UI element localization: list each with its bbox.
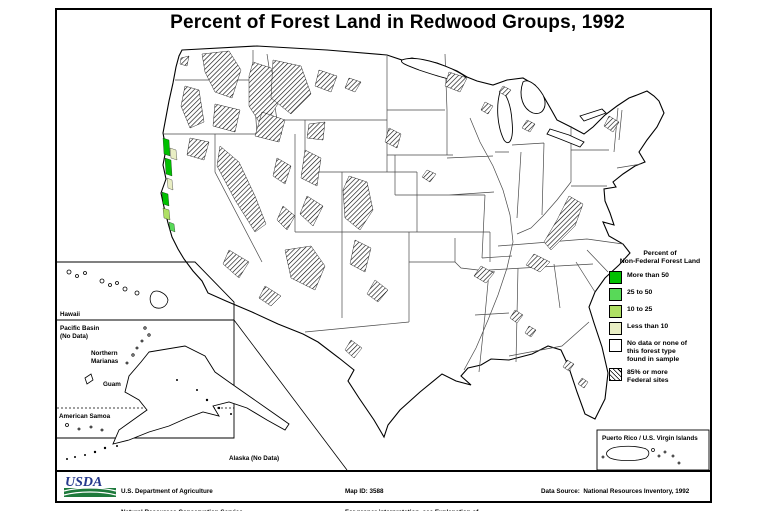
map-title: Percent of Forest Land in Redwood Groups… (170, 12, 625, 33)
hawaii-label: Hawaii (60, 311, 80, 318)
hawaii-inset: Hawaii (57, 261, 235, 321)
legend-item-less-than-10: Less than 10 (609, 322, 711, 335)
legend-swatch-less-than-10 (609, 322, 622, 335)
map-legend: Percent of Non-Federal Forest Land More … (609, 250, 711, 389)
guam-label: Guam (103, 381, 121, 388)
legend-item-federal: 85% or more Federal sites (609, 368, 711, 385)
legend-label: Less than 10 (627, 323, 669, 330)
legend-title-line1: Percent of (643, 250, 677, 257)
us-map-graphic: Hawaii Pacific Basin (No Data) Northern … (57, 45, 710, 471)
note-line: For proper interpretation, see Explanati… (345, 509, 481, 511)
map-id: Map ID: 3588 (345, 488, 384, 495)
legend-item-25-to-50: 25 to 50 (609, 288, 711, 301)
legend-swatch-25-to-50 (609, 288, 622, 301)
footer-mapid-block: Map ID: 3588 For proper interpretation, … (345, 474, 481, 511)
agency-line: U.S. Department of Agriculture (121, 488, 213, 495)
great-lakes (401, 58, 607, 148)
northern-marianas-label-2: Marianas (91, 358, 119, 365)
legend-label: 10 to 25 (627, 306, 653, 313)
alaska-label: Alaska (No Data) (229, 455, 279, 462)
legend-title-line2: Non-Federal Forest Land (619, 258, 701, 265)
legend-item-10-to-25: 10 to 25 (609, 305, 711, 318)
legend-item-more-than-50: More than 50 (609, 271, 711, 284)
legend-label: More than 50 (627, 272, 669, 279)
footer-datasource-block: Data Source: National Resources Inventor… (541, 474, 689, 509)
map-footer: USDA U.S. Department of Agriculture Natu… (57, 470, 710, 511)
alaska-outline (112, 345, 290, 445)
map-frame: Percent of Forest Land in Redwood Groups… (55, 8, 712, 511)
usda-logo-text: USDA (65, 475, 102, 490)
data-source: Data Source: National Resources Inventor… (541, 488, 690, 495)
pacific-basin-label-2: (No Data) (60, 333, 88, 340)
puerto-rico-label: Puerto Rico / U.S. Virgin Islands (602, 435, 698, 442)
us-outline (160, 45, 665, 439)
legend-label: No data or none of this forest type foun… (627, 340, 688, 363)
legend-item-no-data: No data or none of this forest type foun… (609, 339, 711, 364)
state-borders (164, 50, 642, 373)
pacific-basin-label-1: Pacific Basin (60, 325, 99, 332)
northern-marianas-label-1: Northern (91, 350, 118, 357)
footer-agency-block: U.S. Department of Agriculture Natural R… (121, 474, 285, 511)
redwood-patches (161, 137, 178, 233)
american-samoa-label: American Samoa (59, 413, 111, 420)
legend-label: 25 to 50 (627, 289, 653, 296)
legend-title: Percent of Non-Federal Forest Land (609, 250, 711, 266)
legend-swatch-10-to-25 (609, 305, 622, 318)
federal-hatch-areas (179, 50, 620, 389)
agency-line: Natural Resources Conservation Service (121, 509, 285, 511)
legend-swatch-federal-hatch (609, 368, 622, 381)
legend-swatch-more-than-50 (609, 271, 622, 284)
alaska-inset: Alaska (No Data) (66, 319, 348, 471)
legend-swatch-no-data (609, 339, 622, 352)
usda-logo: USDA (63, 475, 117, 497)
legend-label: 85% or more Federal sites (627, 369, 669, 384)
puerto-rico-inset: Puerto Rico / U.S. Virgin Islands (596, 429, 710, 471)
